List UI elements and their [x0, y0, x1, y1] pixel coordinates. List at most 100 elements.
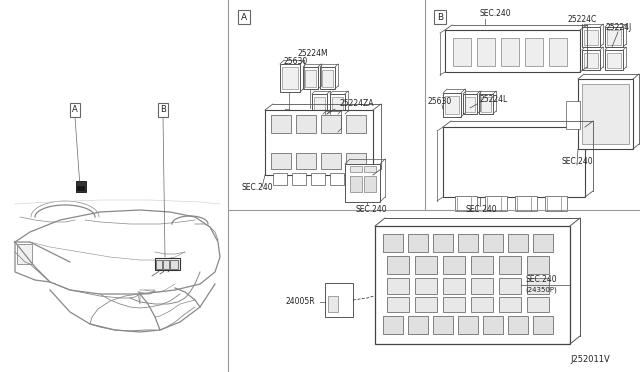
- Text: 25630: 25630: [428, 97, 452, 106]
- Bar: [527, 297, 549, 312]
- Text: 24005R: 24005R: [285, 298, 315, 307]
- Bar: [408, 316, 428, 334]
- Bar: [443, 278, 465, 294]
- Bar: [481, 97, 491, 112]
- Bar: [582, 50, 600, 70]
- Bar: [508, 316, 528, 334]
- Bar: [508, 234, 528, 252]
- Bar: [465, 97, 475, 112]
- Bar: [346, 153, 366, 169]
- Bar: [445, 96, 459, 114]
- Text: SEC.240: SEC.240: [562, 157, 594, 167]
- Bar: [77, 186, 80, 190]
- Bar: [584, 30, 598, 45]
- Bar: [471, 256, 493, 274]
- Bar: [582, 84, 629, 144]
- Bar: [477, 38, 495, 66]
- Bar: [387, 256, 409, 274]
- Bar: [265, 110, 373, 175]
- Bar: [375, 226, 570, 344]
- Text: SEC.240: SEC.240: [480, 10, 511, 19]
- Bar: [453, 38, 471, 66]
- Bar: [323, 114, 338, 132]
- Bar: [515, 196, 537, 211]
- Bar: [525, 38, 543, 66]
- Bar: [296, 153, 316, 169]
- Bar: [163, 260, 169, 269]
- Bar: [443, 93, 461, 117]
- Bar: [170, 260, 178, 269]
- Bar: [303, 67, 318, 89]
- Bar: [533, 234, 553, 252]
- Bar: [321, 153, 341, 169]
- Bar: [320, 67, 335, 89]
- Bar: [415, 297, 437, 312]
- Text: SEC.240: SEC.240: [355, 205, 387, 214]
- Text: 25224L: 25224L: [480, 96, 508, 105]
- Bar: [271, 115, 291, 133]
- Bar: [605, 27, 623, 47]
- Bar: [499, 278, 521, 294]
- Bar: [455, 196, 477, 211]
- Bar: [328, 296, 338, 312]
- Bar: [312, 94, 327, 114]
- Bar: [499, 256, 521, 274]
- Bar: [499, 297, 521, 312]
- Bar: [527, 256, 549, 274]
- Bar: [280, 64, 300, 92]
- Bar: [296, 115, 316, 133]
- Bar: [582, 27, 600, 47]
- Bar: [311, 173, 325, 185]
- Bar: [605, 50, 623, 70]
- Text: 25224C: 25224C: [567, 16, 596, 25]
- Bar: [332, 97, 343, 112]
- Bar: [549, 38, 567, 66]
- Bar: [350, 166, 362, 172]
- Bar: [458, 234, 478, 252]
- Text: SEC.240: SEC.240: [466, 205, 498, 215]
- Bar: [433, 234, 453, 252]
- Bar: [479, 94, 493, 114]
- Bar: [325, 283, 353, 317]
- Bar: [364, 176, 376, 192]
- Bar: [415, 278, 437, 294]
- Bar: [383, 234, 403, 252]
- Bar: [330, 173, 344, 185]
- Bar: [545, 196, 567, 211]
- Bar: [292, 173, 306, 185]
- Bar: [314, 97, 325, 112]
- Bar: [533, 316, 553, 334]
- Text: B: B: [160, 106, 166, 115]
- Bar: [387, 278, 409, 294]
- Bar: [445, 30, 580, 72]
- Bar: [566, 101, 580, 129]
- Bar: [76, 181, 86, 192]
- Text: 25630: 25630: [283, 58, 307, 67]
- Bar: [155, 258, 180, 270]
- Bar: [81, 186, 84, 190]
- Bar: [345, 164, 380, 202]
- Bar: [321, 115, 341, 133]
- Bar: [471, 297, 493, 312]
- Bar: [383, 316, 403, 334]
- Bar: [322, 70, 333, 87]
- Bar: [443, 256, 465, 274]
- Bar: [443, 297, 465, 312]
- Bar: [483, 234, 503, 252]
- Bar: [330, 94, 345, 114]
- Text: B: B: [437, 13, 443, 22]
- Bar: [364, 166, 376, 172]
- Bar: [273, 173, 287, 185]
- Bar: [346, 115, 366, 133]
- Bar: [408, 234, 428, 252]
- Bar: [501, 38, 519, 66]
- Bar: [271, 153, 291, 169]
- Bar: [349, 173, 363, 185]
- Bar: [433, 316, 453, 334]
- Text: A: A: [72, 106, 78, 115]
- Text: SEC.240: SEC.240: [525, 276, 557, 285]
- Text: 25224ZA: 25224ZA: [340, 99, 374, 109]
- Bar: [443, 127, 585, 197]
- Bar: [483, 316, 503, 334]
- Text: A: A: [241, 13, 247, 22]
